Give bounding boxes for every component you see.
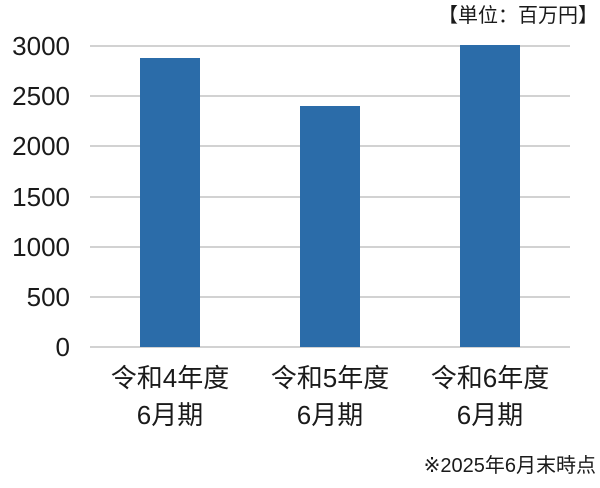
x-axis-label-line: 6月期 [136, 400, 204, 430]
y-axis-tick-label: 500 [26, 281, 70, 312]
bar [300, 106, 360, 347]
unit-label: 【単位：百万円】 [438, 5, 598, 27]
y-axis-tick-label: 1000 [12, 231, 70, 262]
footnote: ※2025年6月末時点 [423, 455, 596, 477]
x-axis-label-line: 令和5年度 [270, 363, 390, 393]
x-axis-label: 令和5年度 6月期 [250, 360, 410, 434]
gridline [90, 346, 570, 348]
bar [140, 58, 200, 347]
y-axis-tick-label: 2000 [12, 131, 70, 162]
x-axis-label-line: 6月期 [456, 400, 524, 430]
gridline [90, 45, 570, 47]
x-axis-label: 令和4年度 6月期 [90, 360, 250, 434]
gridline [90, 95, 570, 98]
bar [460, 45, 520, 347]
plot-area [90, 45, 570, 348]
y-axis-tick-label: 1500 [12, 181, 70, 212]
y-axis-tick-label: 2500 [12, 81, 70, 112]
y-axis-tick-label: 3000 [12, 31, 70, 61]
x-axis-label-line: 令和4年度 [110, 363, 230, 393]
x-axis-label-line: 6月期 [296, 400, 364, 430]
x-axis-label: 令和6年度 6月期 [410, 360, 570, 434]
y-axis-tick-label: 0 [55, 332, 70, 362]
x-axis-label-line: 令和6年度 [430, 363, 550, 393]
